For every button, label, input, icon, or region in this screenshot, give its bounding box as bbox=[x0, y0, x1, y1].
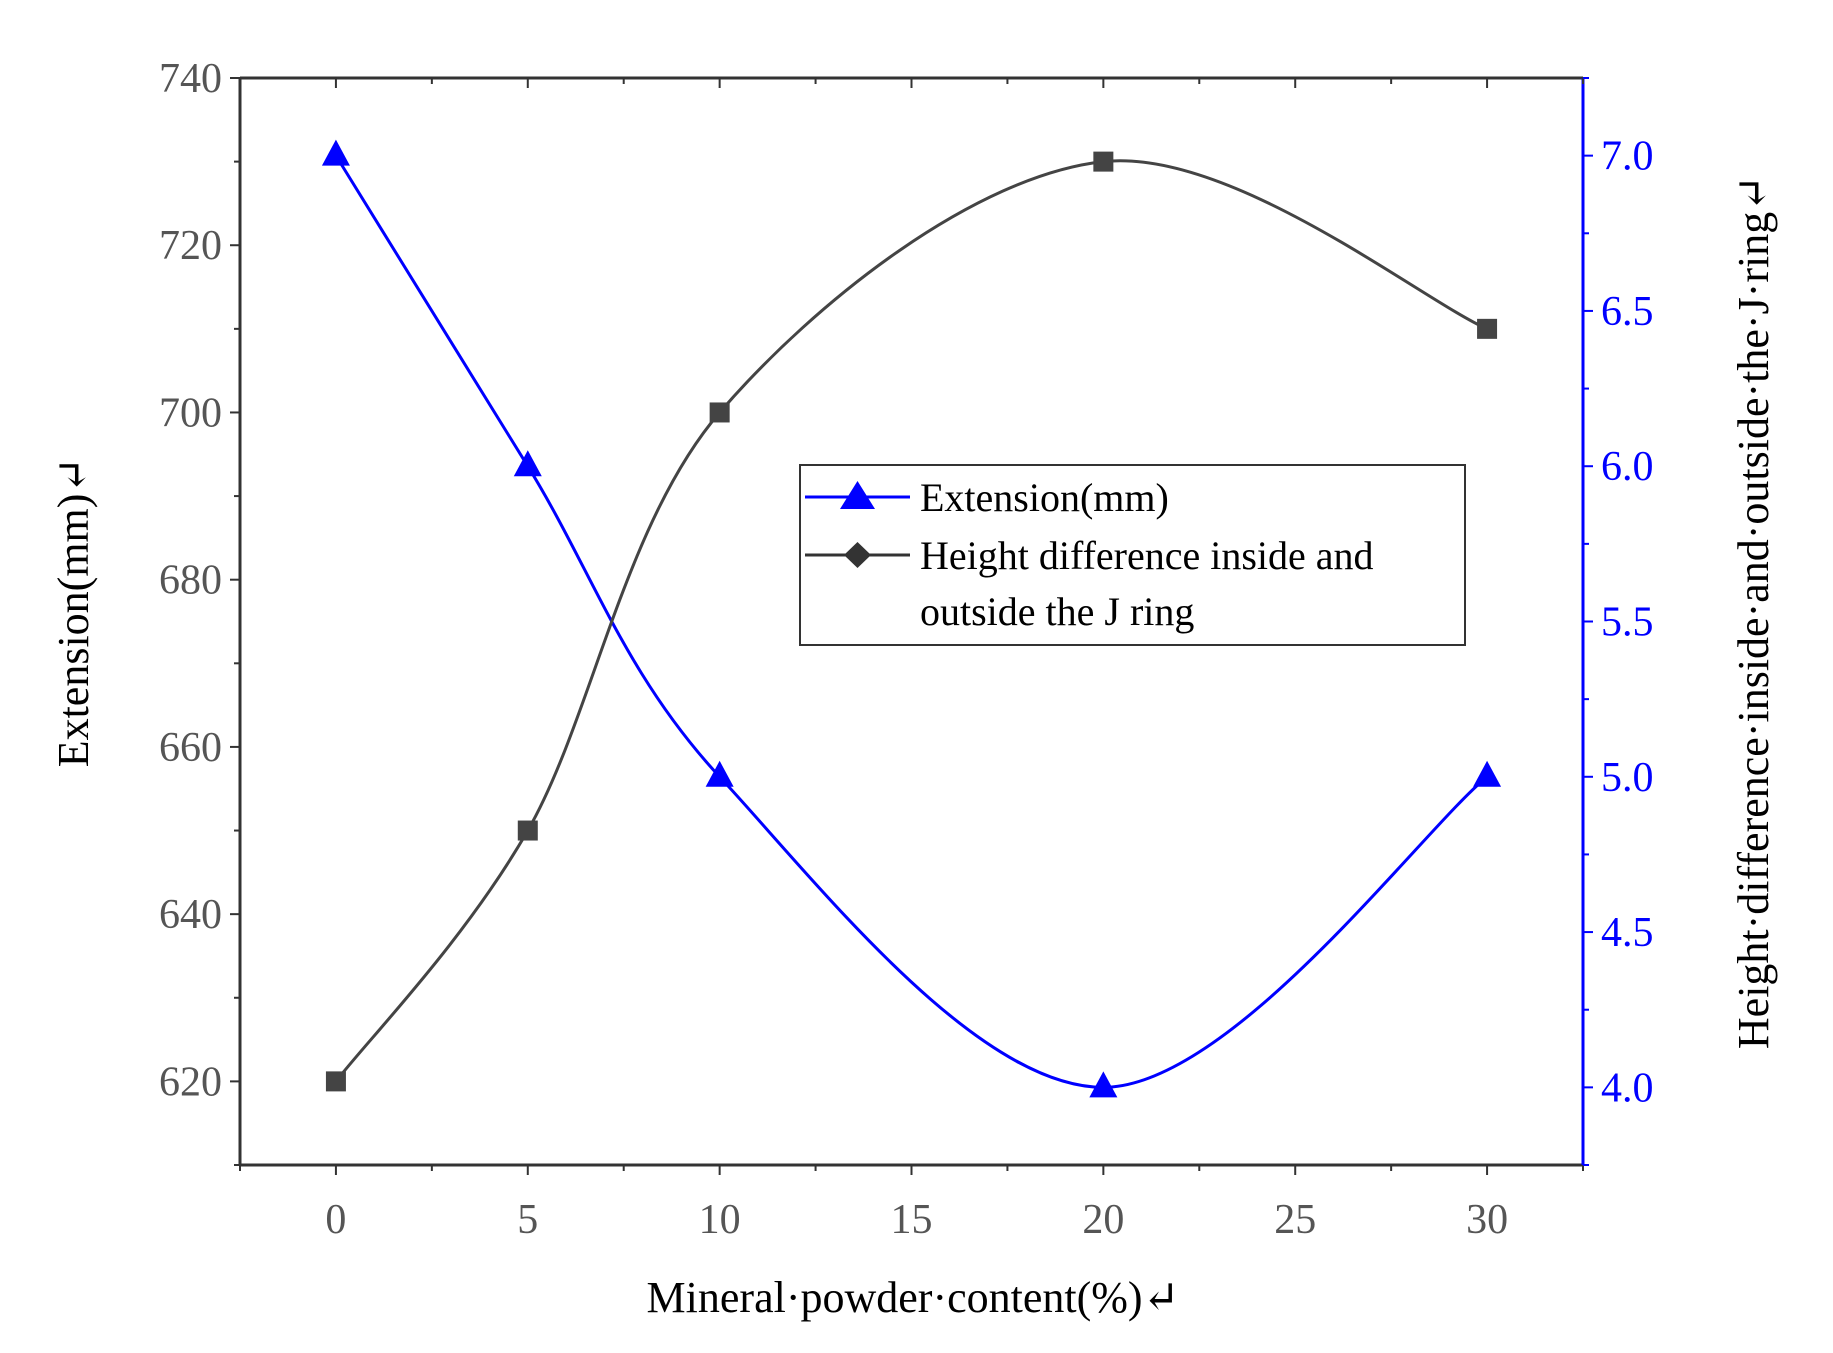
y2-tick-label: 7.0 bbox=[1601, 134, 1654, 180]
x-tick-label: 15 bbox=[891, 1197, 933, 1243]
extension-data-point bbox=[513, 450, 542, 477]
y-tick-label: 620 bbox=[159, 1059, 222, 1105]
x-axis-title: Mineral·powder·content(%)↵ bbox=[647, 1273, 1180, 1322]
legend-diamond-marker bbox=[844, 542, 871, 568]
x-tick-label: 30 bbox=[1466, 1197, 1508, 1243]
height-diff-data-point bbox=[1477, 318, 1498, 339]
y2-axis-title: Height·difference·inside·and·outside·the… bbox=[1729, 175, 1778, 1049]
x-tick-label: 5 bbox=[517, 1197, 538, 1243]
legend-label-height-line1: Height difference inside and bbox=[920, 533, 1374, 578]
legend-triangle-marker bbox=[840, 481, 875, 509]
x-tick-label: 10 bbox=[699, 1197, 741, 1243]
height-diff-series-line bbox=[334, 159, 1488, 1083]
axis-ticks: 0 5 10 15 20 25 30 620 640 660 680 700 720 740 4.0 4.5 5… bbox=[159, 56, 1654, 1243]
x-tick-label: 0 bbox=[325, 1197, 346, 1243]
extension-data-point bbox=[1473, 760, 1502, 787]
y-tick-label: 720 bbox=[159, 223, 222, 269]
height-diff-data-point bbox=[1093, 151, 1114, 172]
series-layer bbox=[321, 139, 1502, 1098]
height-diff-data-point bbox=[325, 1071, 346, 1092]
height-diff-data-point bbox=[709, 402, 730, 423]
y2-tick-label: 4.5 bbox=[1601, 910, 1654, 956]
legend-label-extension: Extension(mm) bbox=[920, 475, 1169, 520]
x-tick-label: 20 bbox=[1082, 1197, 1124, 1243]
y2-tick-label: 6.0 bbox=[1601, 444, 1654, 490]
y-tick-label: 660 bbox=[159, 725, 222, 771]
y2-tick-label: 5.5 bbox=[1601, 600, 1654, 646]
height-diff-data-point bbox=[517, 820, 538, 841]
y-tick-label: 640 bbox=[159, 892, 222, 938]
legend: Extension(mm) Height difference inside a… bbox=[799, 464, 1466, 646]
y-tick-label: 700 bbox=[159, 390, 222, 436]
y2-tick-label: 5.0 bbox=[1601, 755, 1654, 801]
extension-data-point bbox=[1089, 1071, 1118, 1098]
extension-data-point bbox=[321, 139, 350, 166]
extension-series-line bbox=[334, 154, 1489, 1089]
y2-tick-label: 4.0 bbox=[1601, 1065, 1654, 1111]
y2-tick-label: 6.5 bbox=[1601, 289, 1654, 335]
y-tick-label: 740 bbox=[159, 56, 222, 102]
y-tick-label: 680 bbox=[159, 558, 222, 604]
x-tick-label: 25 bbox=[1274, 1197, 1316, 1243]
legend-box bbox=[799, 464, 1466, 646]
extension-data-point bbox=[705, 760, 734, 787]
legend-label-height-line2: outside the J ring bbox=[920, 589, 1194, 634]
y-axis-title: Extension(mm)↵ bbox=[49, 457, 98, 768]
